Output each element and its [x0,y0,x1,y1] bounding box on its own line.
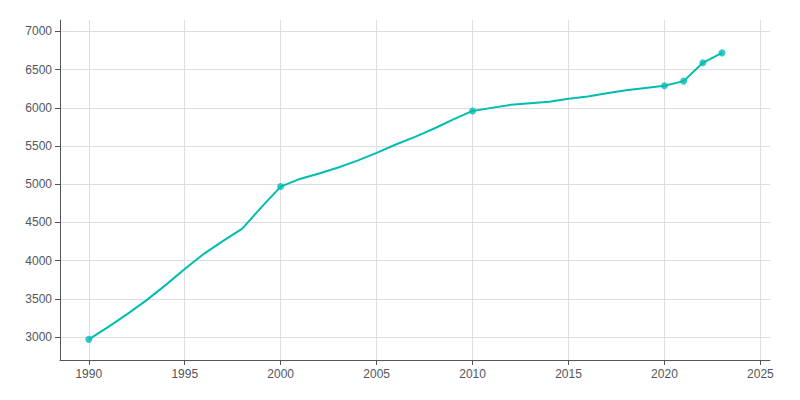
svg-text:2010: 2010 [459,367,486,381]
svg-text:2005: 2005 [363,367,390,381]
svg-text:2020: 2020 [651,367,678,381]
svg-text:6500: 6500 [25,63,52,77]
svg-text:5000: 5000 [25,177,52,191]
svg-text:4500: 4500 [25,215,52,229]
svg-text:5500: 5500 [25,139,52,153]
svg-text:2015: 2015 [555,367,582,381]
svg-text:7000: 7000 [25,24,52,38]
svg-text:3000: 3000 [25,330,52,344]
svg-text:2000: 2000 [267,367,294,381]
svg-text:1990: 1990 [75,367,102,381]
svg-text:4000: 4000 [25,254,52,268]
svg-text:6000: 6000 [25,101,52,115]
svg-text:3500: 3500 [25,292,52,306]
svg-text:1995: 1995 [171,367,198,381]
svg-text:2025: 2025 [747,367,774,381]
